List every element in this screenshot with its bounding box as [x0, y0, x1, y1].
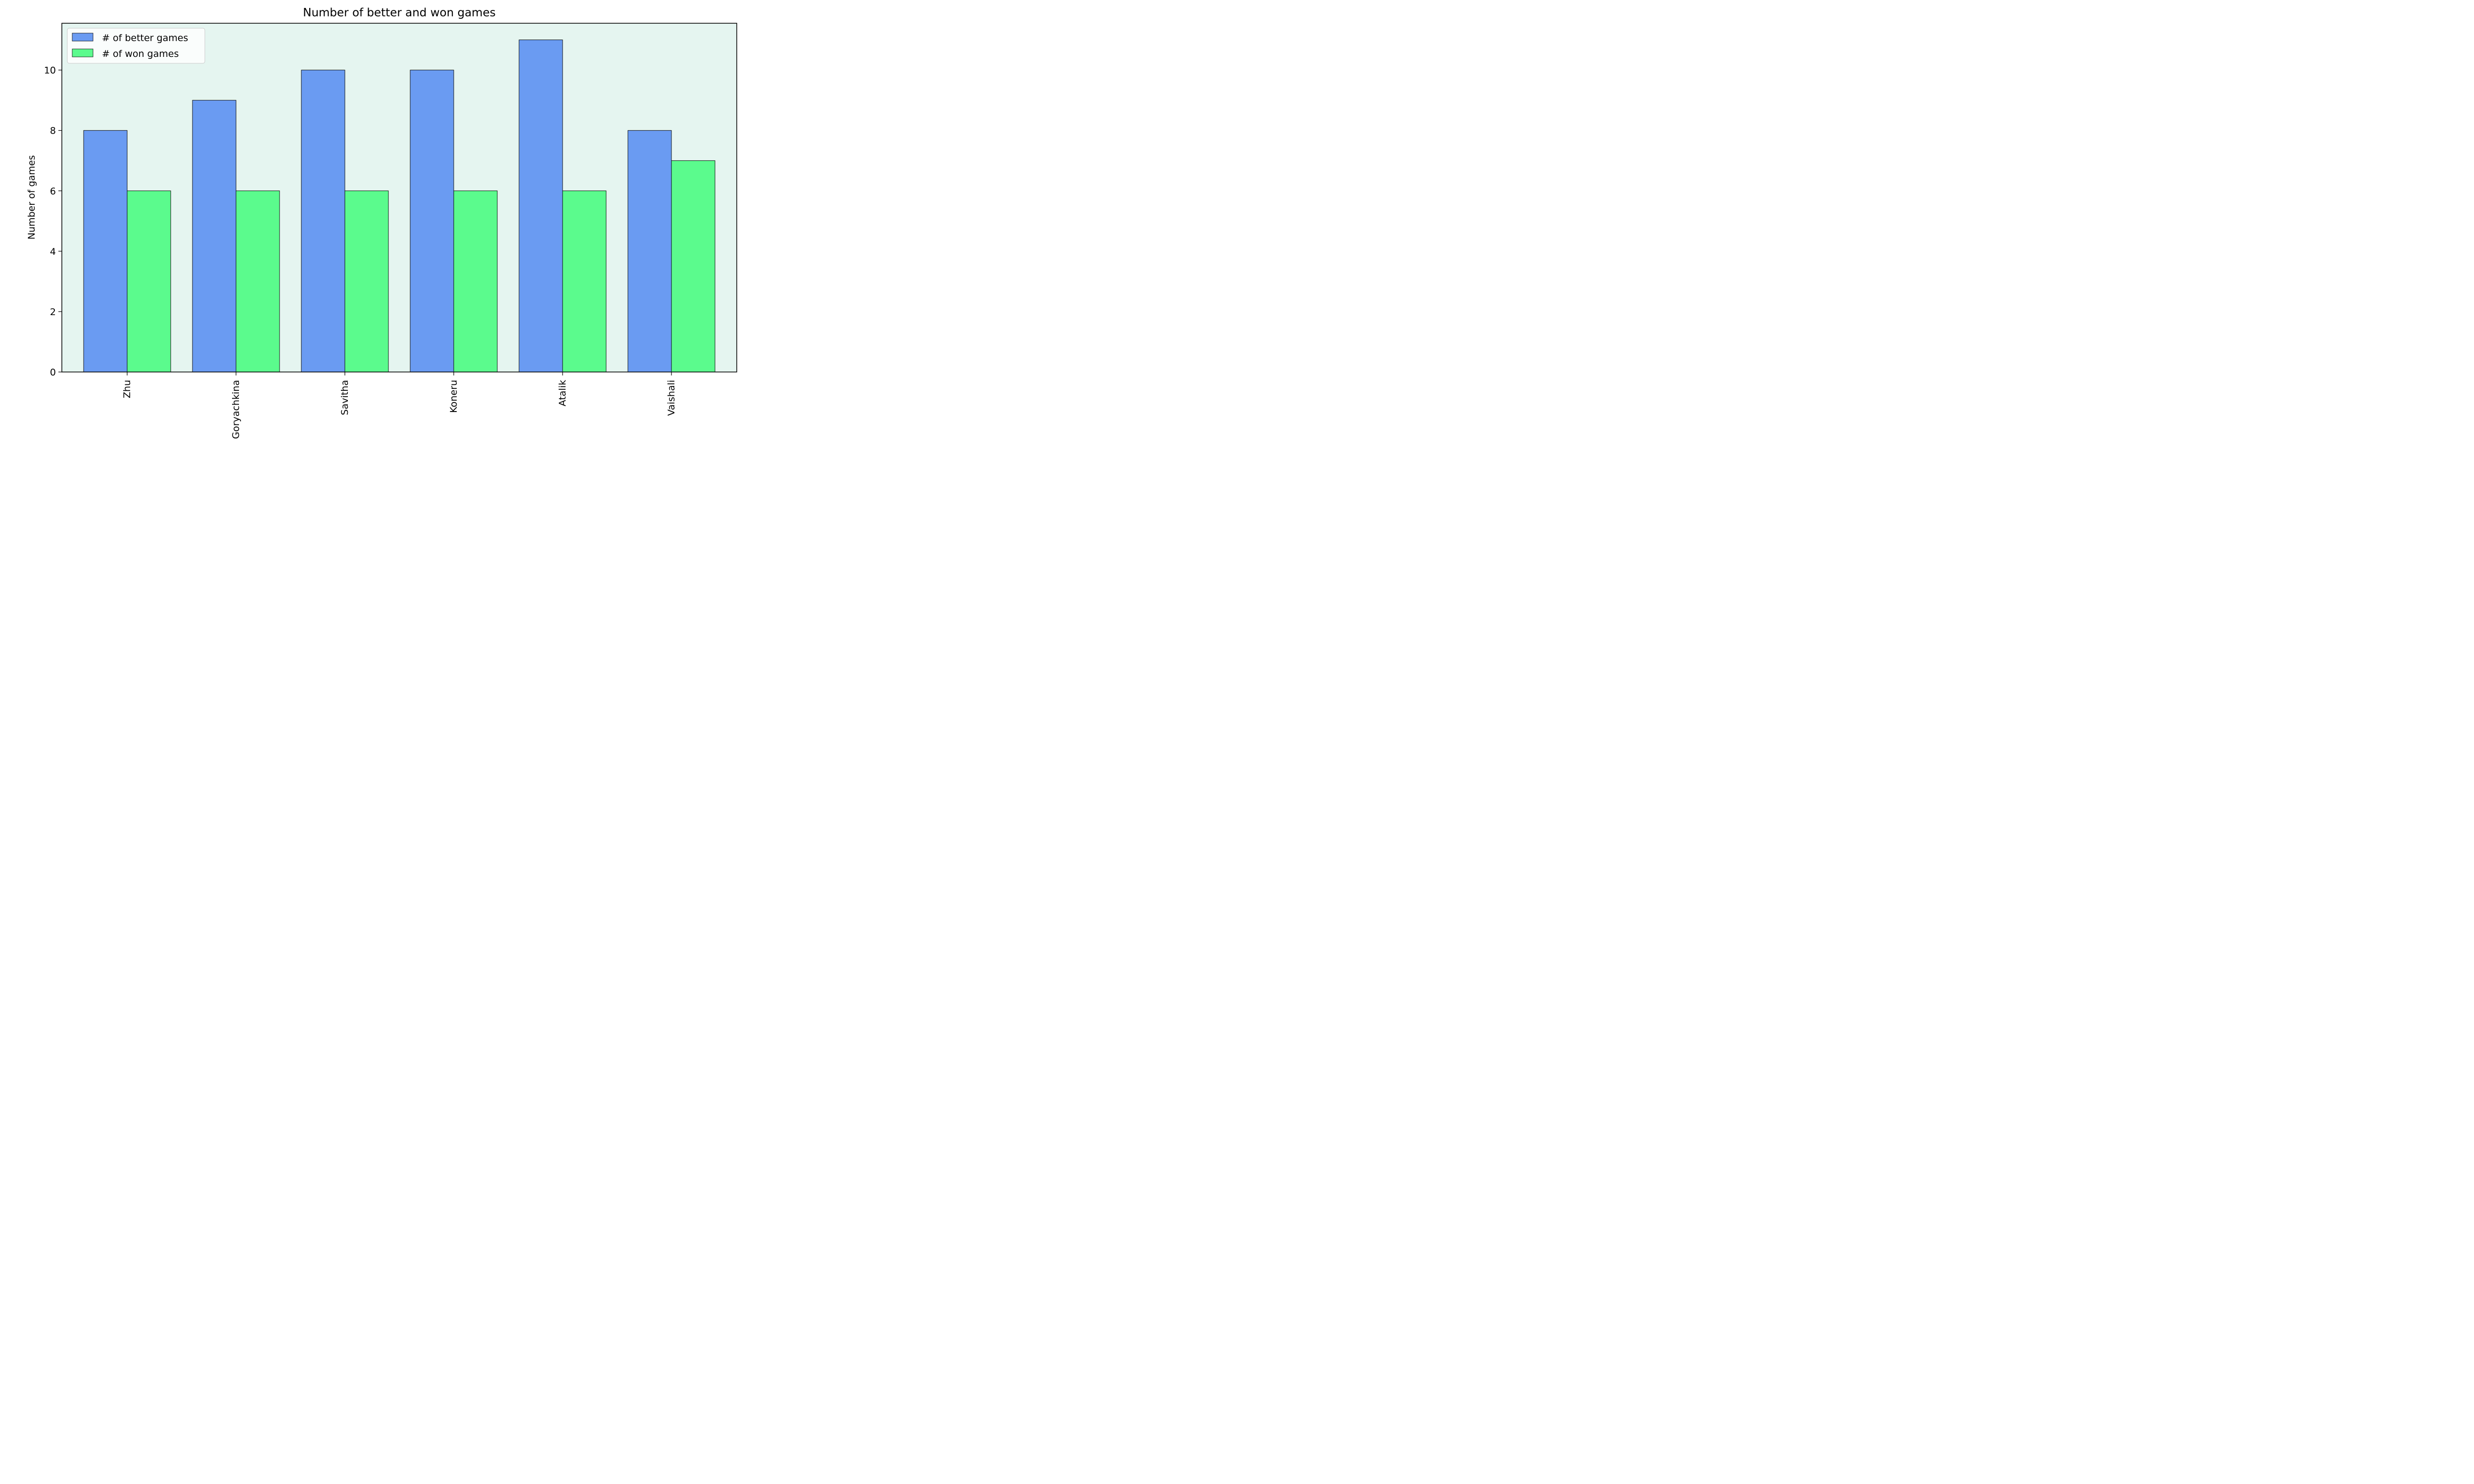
bar-chart: 0 2 4 6 8 10 Zhu Goryachkina Savitha Koneru Atali…: [26, 6, 737, 439]
x-tick-label-savitha: Savitha: [339, 380, 350, 415]
bar-won-zhu: [127, 190, 171, 372]
y-axis: 0 2 4 6 8 10: [44, 65, 62, 378]
bar-better-atalik: [519, 40, 563, 372]
plot-area: [62, 23, 737, 372]
y-tick-label: 0: [50, 367, 56, 378]
x-tick-label-atalik: Atalik: [557, 380, 568, 406]
legend-box: [67, 28, 205, 64]
x-tick-label-goryachkina: Goryachkina: [231, 380, 241, 439]
chart-title: Number of better and won games: [303, 6, 495, 19]
x-tick-label-koneru: Koneru: [448, 380, 459, 413]
bar-won-goryachkina: [236, 190, 280, 372]
x-axis: Zhu Goryachkina Savitha Koneru Atalik Vaishal…: [122, 372, 677, 439]
bar-won-atalik: [562, 190, 607, 372]
y-tick-label: 8: [50, 126, 56, 137]
bar-better-goryachkina: [192, 100, 237, 372]
x-tick-label-vaishali: Vaishali: [666, 380, 677, 416]
legend-swatch-better: [72, 33, 94, 42]
legend-label-won: # of won games: [102, 48, 179, 59]
y-tick-label: 6: [50, 186, 56, 197]
bar-won-vaishali: [671, 160, 715, 372]
legend-swatch-won: [72, 48, 94, 57]
y-tick-label: 2: [50, 307, 56, 318]
bar-better-savitha: [301, 70, 345, 372]
bars-group: [83, 40, 715, 372]
bar-better-vaishali: [627, 130, 672, 372]
bar-won-savitha: [344, 190, 389, 372]
legend-label-better: # of better games: [102, 33, 188, 44]
y-tick-label: 10: [44, 65, 56, 76]
plot-frame: [61, 23, 737, 372]
x-tick-label-zhu: Zhu: [122, 380, 133, 398]
y-tick-label: 4: [50, 246, 56, 257]
bar-better-koneru: [410, 70, 454, 372]
y-axis-label: Number of games: [26, 155, 37, 240]
bar-better-zhu: [83, 130, 128, 372]
bar-won-koneru: [453, 190, 498, 372]
legend: # of better games # of won games: [67, 28, 205, 64]
